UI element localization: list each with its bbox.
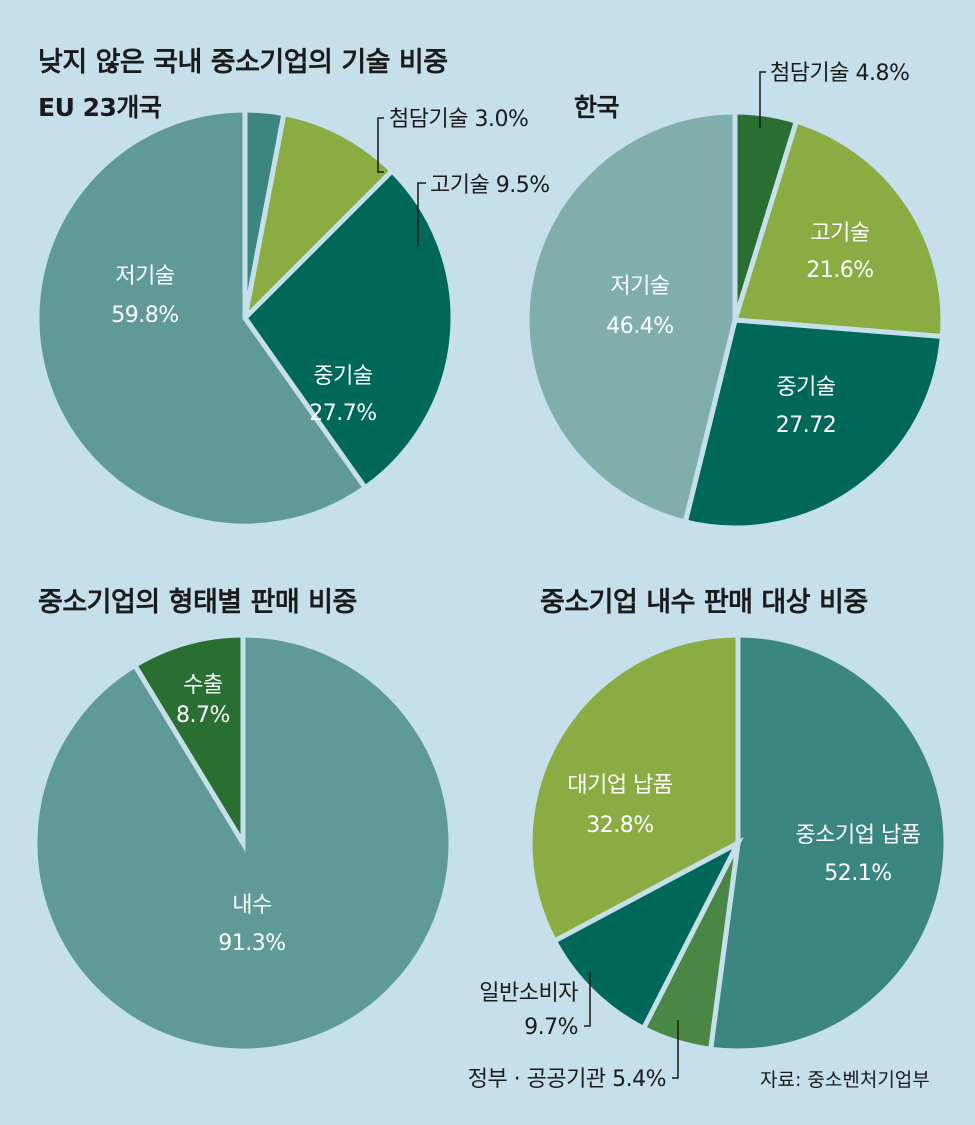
sales-domestic-label: 내수: [232, 893, 272, 918]
korea-frontier-label: 첨담기술 4.8%: [770, 61, 909, 86]
domestic-target-title: 중소기업 내수 판매 대상 비중: [540, 587, 868, 618]
eu-slice-3: [34, 107, 369, 529]
domestic-slice-0: [707, 632, 949, 1054]
eu-high-leader: [417, 182, 426, 246]
domestic-government-label: 정부 · 공공기관 5.4%: [468, 1067, 666, 1092]
domestic-consumer-value: 9.7%: [524, 1015, 578, 1040]
domestic-slice-3: [527, 632, 741, 945]
korea-chart-title: 한국: [574, 93, 620, 122]
domestic-sme-value: 52.1%: [824, 861, 891, 886]
sales-domestic-value: 91.3%: [218, 931, 285, 956]
korea-frontier-leader: [759, 71, 766, 128]
eu-frontier-label: 첨담기술 3.0%: [389, 107, 528, 132]
eu-mid-value: 27.7%: [309, 401, 376, 426]
domestic-slice-2: [551, 837, 744, 1032]
eu-low-value: 59.8%: [111, 303, 178, 328]
korea-mid-value: 27.72: [776, 413, 836, 438]
domestic-government-leader: [672, 1020, 679, 1079]
eu-slice-2: [241, 167, 456, 492]
eu-slice-1: [241, 110, 396, 326]
eu-low-label: 저기술: [115, 264, 174, 289]
domestic-large-label: 대기업 납품: [567, 773, 672, 798]
korea-slice-2: [682, 317, 946, 531]
domestic-large-value: 32.8%: [586, 813, 653, 838]
source-note: 자료: 중소벤처기업부: [760, 1069, 930, 1091]
main-title: 낮지 않은 국내 중소기업의 기술 비중: [38, 47, 448, 78]
korea-low-label: 저기술: [610, 274, 669, 299]
korea-low-value: 46.4%: [606, 314, 673, 339]
eu-high-label: 고기술 9.5%: [430, 173, 550, 198]
sales-type-slice-1: [131, 632, 246, 852]
korea-mid-label: 중기술: [776, 375, 835, 400]
eu-chart-title: EU 23개국: [38, 93, 162, 122]
korea-high-value: 21.6%: [806, 258, 873, 283]
sales-export-value: 8.7%: [176, 703, 230, 728]
sales-export-label: 수출: [183, 673, 223, 698]
korea-high-label: 고기술: [810, 221, 869, 246]
domestic-consumer-label: 일반소비자: [479, 981, 578, 1006]
eu-frontier-leader: [377, 117, 384, 173]
domestic-consumer-leader: [584, 972, 591, 1027]
domestic-sme-label: 중소기업 납품: [796, 823, 921, 848]
eu-mid-label: 중기술: [313, 364, 372, 389]
korea-slice-1: [731, 118, 946, 340]
korea-slice-3: [524, 109, 738, 526]
sales-type-title: 중소기업의 형태별 판매 비중: [38, 587, 357, 618]
